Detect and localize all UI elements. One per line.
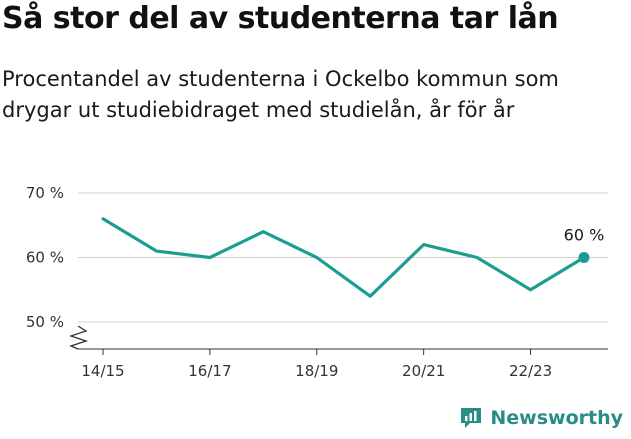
chart-title: Så stor del av studenterna tar lån bbox=[2, 1, 559, 36]
chart-subtitle: Procentandel av studenterna i Ockelbo ko… bbox=[2, 67, 559, 122]
x-tick-label: 14/15 bbox=[81, 362, 124, 380]
y-tick-label: 70 % bbox=[26, 184, 64, 202]
x-tick-label: 22/23 bbox=[509, 362, 552, 380]
newsworthy-logo-icon bbox=[461, 408, 482, 428]
last-value-label: 60 % bbox=[564, 226, 605, 245]
brand-logo: Newsworthy bbox=[458, 405, 623, 431]
x-tick-label: 16/17 bbox=[188, 362, 231, 380]
axis-break-mark bbox=[68, 325, 89, 350]
brand-name: Newsworthy bbox=[490, 407, 623, 429]
y-tick-label: 50 % bbox=[26, 313, 64, 331]
x-tick-label: 18/19 bbox=[295, 362, 338, 380]
y-tick-label: 60 % bbox=[26, 249, 64, 267]
last-data-point bbox=[578, 252, 590, 263]
series-line bbox=[101, 217, 586, 298]
x-tick-label: 20/21 bbox=[402, 362, 445, 380]
